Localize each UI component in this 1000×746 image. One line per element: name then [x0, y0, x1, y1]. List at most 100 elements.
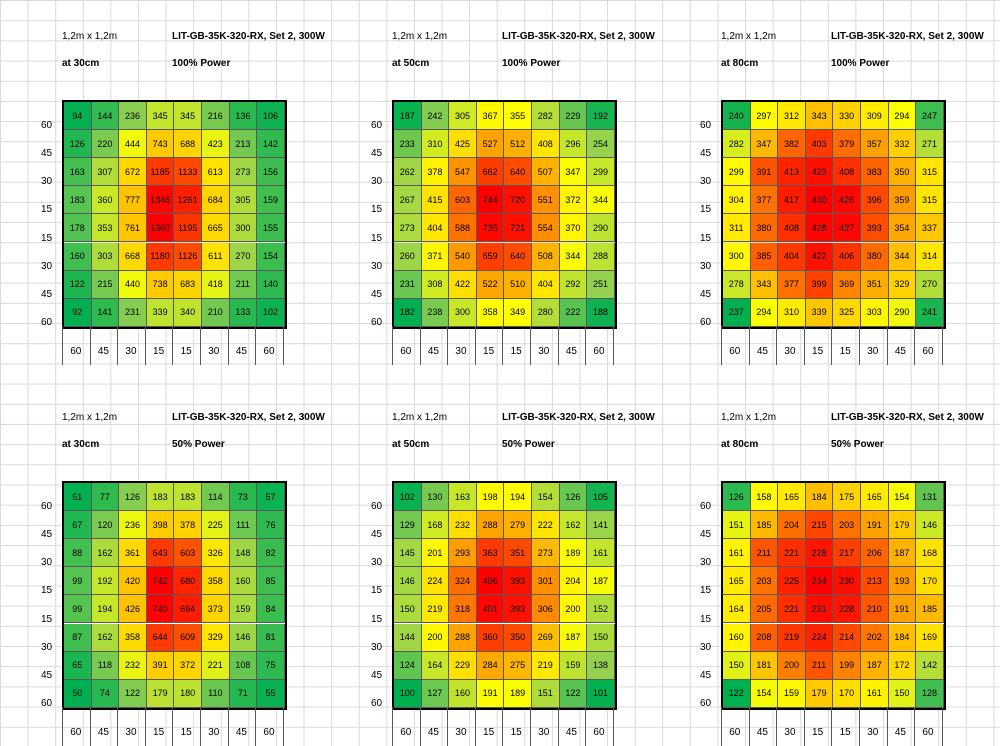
heatmap-cell[interactable]: 133 [229, 298, 258, 327]
heatmap-cell[interactable]: 201 [421, 539, 450, 568]
heatmap-cell[interactable]: 359 [888, 186, 917, 215]
heatmap-cell[interactable]: 507 [532, 158, 560, 187]
heatmap-cell[interactable]: 159 [778, 679, 806, 708]
heatmap-cell[interactable]: 180 [174, 679, 202, 708]
heatmap-cell[interactable]: 262 [394, 158, 422, 187]
heatmap-cell[interactable]: 379 [833, 130, 861, 159]
heatmap-cell[interactable]: 106 [257, 102, 285, 131]
heatmap-cell[interactable]: 382 [778, 130, 806, 159]
heatmap-cell[interactable]: 393 [504, 567, 532, 596]
heatmap-cell[interactable]: 294 [750, 298, 779, 327]
heatmap-cell[interactable]: 71 [229, 679, 258, 708]
heatmap-cell[interactable]: 383 [861, 158, 889, 187]
heatmap-cell[interactable]: 347 [559, 158, 588, 187]
heatmap-cell[interactable]: 189 [559, 539, 588, 568]
heatmap-cell[interactable]: 165 [723, 567, 751, 596]
heatmap-cell[interactable]: 185 [916, 595, 944, 624]
heatmap-cell[interactable]: 399 [805, 270, 834, 299]
heatmap-cell[interactable]: 332 [888, 130, 917, 159]
heatmap-cell[interactable]: 120 [91, 511, 120, 540]
heatmap-cell[interactable]: 422 [805, 242, 834, 271]
heatmap-cell[interactable]: 213 [229, 130, 258, 159]
heatmap-cell[interactable]: 609 [174, 623, 202, 652]
heatmap-cell[interactable]: 191 [861, 511, 889, 540]
heatmap-cell[interactable]: 162 [91, 539, 120, 568]
heatmap-cell[interactable]: 551 [532, 186, 560, 215]
heatmap-cell[interactable]: 141 [587, 511, 615, 540]
heatmap-cell[interactable]: 242 [421, 102, 450, 131]
heatmap-cell[interactable]: 363 [476, 539, 505, 568]
heatmap-cell[interactable]: 184 [888, 623, 917, 652]
heatmap-cell[interactable]: 160 [229, 567, 258, 596]
heatmap-cell[interactable]: 124 [394, 651, 422, 680]
heatmap-cell[interactable]: 51 [64, 483, 92, 512]
heatmap-cell[interactable]: 187 [559, 623, 588, 652]
heatmap-cell[interactable]: 588 [449, 214, 477, 243]
heatmap-cell[interactable]: 211 [750, 539, 779, 568]
heatmap-cell[interactable]: 742 [146, 567, 175, 596]
heatmap-cell[interactable]: 288 [476, 511, 505, 540]
heatmap-cell[interactable]: 297 [750, 102, 779, 131]
heatmap-cell[interactable]: 423 [805, 158, 834, 187]
heatmap-cell[interactable]: 665 [202, 214, 230, 243]
heatmap-cell[interactable]: 183 [146, 483, 175, 512]
heatmap-cell[interactable]: 306 [532, 595, 560, 624]
heatmap-cell[interactable]: 114 [202, 483, 230, 512]
heatmap-cell[interactable]: 172 [888, 651, 917, 680]
heatmap-cell[interactable]: 406 [476, 567, 505, 596]
heatmap-cell[interactable]: 345 [146, 102, 175, 131]
heatmap-cell[interactable]: 340 [174, 298, 202, 327]
heatmap-cell[interactable]: 122 [64, 270, 92, 299]
heatmap-cell[interactable]: 360 [91, 186, 120, 215]
heatmap-cell[interactable]: 720 [504, 186, 532, 215]
heatmap-cell[interactable]: 234 [805, 567, 834, 596]
heatmap-cell[interactable]: 229 [449, 651, 477, 680]
heatmap-cell[interactable]: 146 [229, 623, 258, 652]
heatmap-cell[interactable]: 146 [394, 567, 422, 596]
heatmap-cell[interactable]: 339 [805, 298, 834, 327]
heatmap-cell[interactable]: 251 [587, 270, 615, 299]
heatmap-cell[interactable]: 162 [559, 511, 588, 540]
heatmap-cell[interactable]: 406 [833, 242, 861, 271]
heatmap-cell[interactable]: 165 [861, 483, 889, 512]
heatmap-cell[interactable]: 73 [229, 483, 258, 512]
heatmap-cell[interactable]: 415 [421, 186, 450, 215]
heatmap-cell[interactable]: 300 [723, 242, 751, 271]
heatmap-cell[interactable]: 203 [750, 567, 779, 596]
heatmap-cell[interactable]: 219 [532, 651, 560, 680]
heatmap-cell[interactable]: 357 [861, 130, 889, 159]
heatmap-cell[interactable]: 273 [229, 158, 258, 187]
heatmap-cell[interactable]: 225 [778, 567, 806, 596]
heatmap-cell[interactable]: 396 [861, 186, 889, 215]
heatmap-cell[interactable]: 131 [916, 483, 944, 512]
heatmap-cell[interactable]: 273 [532, 539, 560, 568]
heatmap-cell[interactable]: 311 [723, 214, 751, 243]
heatmap-cell[interactable]: 426 [833, 186, 861, 215]
heatmap-cell[interactable]: 373 [202, 595, 230, 624]
heatmap-cell[interactable]: 300 [229, 214, 258, 243]
heatmap-cell[interactable]: 154 [888, 483, 917, 512]
heatmap-cell[interactable]: 315 [916, 158, 944, 187]
heatmap-cell[interactable]: 202 [861, 623, 889, 652]
heatmap-cell[interactable]: 224 [805, 623, 834, 652]
heatmap-cell[interactable]: 185 [750, 511, 779, 540]
heatmap-cell[interactable]: 230 [833, 567, 861, 596]
heatmap-cell[interactable]: 154 [257, 242, 285, 271]
heatmap-cell[interactable]: 144 [91, 102, 120, 131]
heatmap-cell[interactable]: 430 [805, 186, 834, 215]
heatmap-cell[interactable]: 284 [476, 651, 505, 680]
heatmap-cell[interactable]: 377 [750, 186, 779, 215]
heatmap-cell[interactable]: 159 [559, 651, 588, 680]
heatmap-cell[interactable]: 221 [778, 539, 806, 568]
heatmap-cell[interactable]: 391 [750, 158, 779, 187]
heatmap-cell[interactable]: 304 [723, 186, 751, 215]
heatmap-cell[interactable]: 413 [778, 158, 806, 187]
heatmap-cell[interactable]: 181 [750, 651, 779, 680]
heatmap-cell[interactable]: 278 [723, 270, 751, 299]
heatmap-cell[interactable]: 140 [257, 270, 285, 299]
heatmap-cell[interactable]: 296 [559, 130, 588, 159]
heatmap-cell[interactable]: 344 [888, 242, 917, 271]
heatmap-cell[interactable]: 310 [778, 298, 806, 327]
heatmap-cell[interactable]: 126 [119, 483, 147, 512]
heatmap-cell[interactable]: 393 [861, 214, 889, 243]
